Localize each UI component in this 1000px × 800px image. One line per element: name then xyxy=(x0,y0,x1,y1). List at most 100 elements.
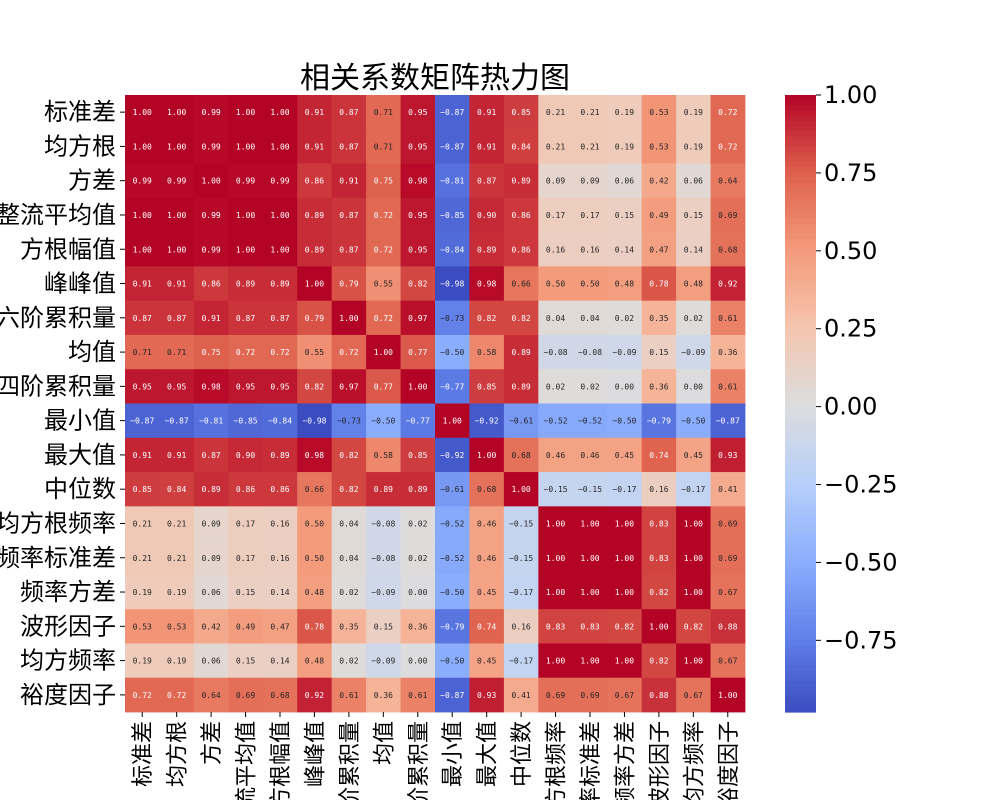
heatmap-cell xyxy=(125,609,160,644)
cell-value-label: −0.87 xyxy=(440,108,464,117)
heatmap-cell xyxy=(366,232,401,267)
heatmap-cell xyxy=(159,232,195,267)
cell-value-label: 0.49 xyxy=(649,211,668,220)
heatmap-cell xyxy=(400,677,436,713)
heatmap-cell xyxy=(125,506,160,542)
heatmap-cell xyxy=(607,197,643,233)
colorbar-segment xyxy=(785,233,816,240)
cell-value-label: 1.00 xyxy=(236,142,255,151)
heatmap-cell xyxy=(366,266,401,302)
cell-value-label: −0.73 xyxy=(337,417,361,426)
cell-value-label: 0.72 xyxy=(718,108,737,117)
cell-value-label: −0.08 xyxy=(544,348,568,357)
heatmap-cell xyxy=(159,609,195,644)
colorbar-segment xyxy=(785,547,816,554)
x-tick-label: 均方根 xyxy=(166,721,191,787)
heatmap-cell xyxy=(297,163,333,199)
cell-value-label: 0.82 xyxy=(339,485,358,494)
heatmap-cell xyxy=(676,266,711,302)
cell-value-label: 1.00 xyxy=(546,519,565,528)
heatmap-cell xyxy=(607,129,643,164)
heatmap-cell xyxy=(400,369,436,404)
x-tick-label: 最小值 xyxy=(441,721,466,787)
heatmap-cell xyxy=(641,197,677,233)
cell-value-label: 0.09 xyxy=(546,177,565,186)
cell-value-label: 0.48 xyxy=(615,280,634,289)
colorbar-segment xyxy=(785,136,816,142)
cell-value-label: 0.02 xyxy=(684,314,703,323)
heatmap-cell xyxy=(538,369,574,404)
colorbar-segment xyxy=(785,336,816,343)
heatmap-cell xyxy=(193,472,229,507)
heatmap-cell xyxy=(572,163,608,199)
heatmap-cell xyxy=(262,369,298,404)
cell-value-label: 0.00 xyxy=(408,588,427,597)
heatmap-cell xyxy=(193,334,229,370)
cell-value-label: −0.50 xyxy=(440,588,464,597)
cell-value-label: 0.14 xyxy=(270,657,289,666)
heatmap-cell xyxy=(125,232,160,267)
cell-value-label: −0.17 xyxy=(509,657,533,666)
cell-value-label: 0.50 xyxy=(580,280,599,289)
cell-value-label: 1.00 xyxy=(580,657,599,666)
heatmap-cell xyxy=(297,300,333,336)
x-tick-label: 中位数 xyxy=(510,721,535,787)
cell-value-label: 0.61 xyxy=(718,314,737,323)
colorbar-segment xyxy=(785,424,816,430)
cell-value-label: 1.00 xyxy=(374,348,393,357)
cell-value-label: −0.09 xyxy=(612,348,636,357)
colorbar-segment xyxy=(785,310,816,317)
heatmap-cell xyxy=(193,163,229,199)
heatmap-cell xyxy=(503,369,539,404)
colorbar-segment xyxy=(785,393,816,399)
cell-value-label: 0.00 xyxy=(684,382,703,391)
heatmap-cell xyxy=(366,506,401,542)
heatmap-cell xyxy=(676,472,711,507)
heatmap-cell xyxy=(607,232,643,267)
x-tick-label: 最大值 xyxy=(476,721,501,787)
heatmap-cell xyxy=(400,643,436,679)
heatmap-cell xyxy=(262,129,298,164)
cell-value-label: −0.08 xyxy=(578,348,602,357)
heatmap-cell xyxy=(676,334,711,370)
heatmap-cell xyxy=(366,197,401,233)
cell-value-label: −0.50 xyxy=(440,657,464,666)
cell-value-label: 1.00 xyxy=(305,280,324,289)
heatmap-cell xyxy=(572,369,608,404)
cell-value-label: 0.42 xyxy=(201,622,220,631)
cell-value-label: 0.61 xyxy=(408,691,427,700)
cell-value-label: 0.68 xyxy=(511,451,530,460)
heatmap-cell xyxy=(193,540,229,576)
colorbar-segment xyxy=(785,562,816,569)
heatmap-cell xyxy=(572,677,608,713)
colorbar-segment xyxy=(785,480,816,487)
cell-value-label: 0.46 xyxy=(580,451,599,460)
y-axis-labels: 标准差均方根方差整流平均值方根幅值峰峰值六阶累积量均值四阶累积量最小值最大值中位… xyxy=(0,98,125,709)
cell-value-label: −0.77 xyxy=(440,382,464,391)
cell-value-label: 0.64 xyxy=(201,691,220,700)
heatmap-cells xyxy=(125,95,746,713)
cell-value-label: −0.50 xyxy=(612,417,636,426)
heatmap-cell xyxy=(159,163,195,199)
colorbar-segment xyxy=(785,598,816,605)
cell-value-label: 0.15 xyxy=(649,348,668,357)
y-tick-label: 标准差 xyxy=(44,98,116,126)
heatmap-cell xyxy=(538,574,574,610)
cell-value-label: 0.91 xyxy=(305,108,324,117)
colorbar-segment xyxy=(785,130,816,137)
cell-value-label: 0.06 xyxy=(201,588,220,597)
heatmap-cell xyxy=(366,574,401,610)
cell-value-label: 0.91 xyxy=(305,142,324,151)
cell-value-label: 0.02 xyxy=(408,554,427,563)
heatmap-cell xyxy=(469,95,505,130)
heatmap-cell xyxy=(641,677,677,713)
heatmap-cell xyxy=(572,266,608,302)
heatmap-cell xyxy=(538,334,574,370)
colorbar-segment xyxy=(785,655,816,662)
heatmap-cell xyxy=(366,334,401,370)
cell-value-label: 1.00 xyxy=(167,211,186,220)
cell-value-label: 0.91 xyxy=(167,451,186,460)
y-tick-label: 最大值 xyxy=(44,441,116,469)
cell-value-label: 0.91 xyxy=(477,108,496,117)
